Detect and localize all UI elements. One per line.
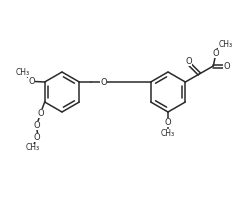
Text: O: O	[37, 109, 44, 117]
Text: CH₃: CH₃	[26, 143, 40, 152]
Text: O: O	[33, 133, 40, 141]
Text: O: O	[212, 48, 219, 58]
Text: CH₃: CH₃	[16, 68, 30, 76]
Text: CH₃: CH₃	[161, 128, 175, 138]
Text: CH₃: CH₃	[218, 40, 233, 48]
Text: O: O	[33, 121, 40, 129]
Text: O: O	[28, 76, 35, 85]
Text: O: O	[100, 77, 107, 86]
Text: O: O	[185, 57, 192, 65]
Text: O: O	[165, 117, 171, 126]
Text: O: O	[223, 61, 230, 71]
